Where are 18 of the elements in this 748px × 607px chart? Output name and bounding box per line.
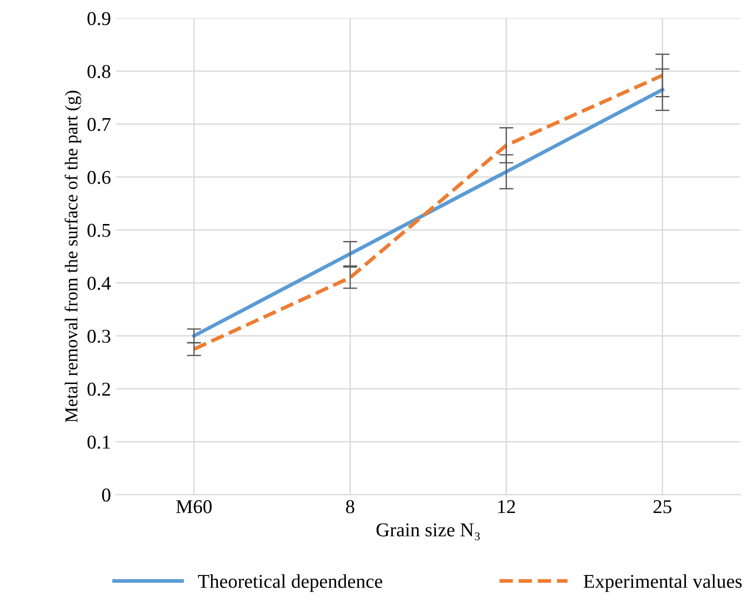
- y-tick-label: 0.9: [88, 12, 110, 26]
- y-tick-label: 0.8: [88, 64, 110, 78]
- x-tick-label: 12: [498, 500, 515, 514]
- y-tick-label: 0.2: [88, 382, 110, 396]
- x-tick-label: M60: [176, 500, 212, 514]
- legend-label: Theoretical dependence: [198, 574, 382, 592]
- x-tick-label: 25: [654, 500, 672, 514]
- y-tick-label: 0.6: [88, 170, 110, 184]
- y-tick-label: 0.3: [88, 330, 110, 343]
- y-tick-label: 0.4: [88, 276, 111, 290]
- x-tick-label: 8: [346, 500, 354, 514]
- y-tick-label: 0: [102, 488, 110, 502]
- y-axis-title: Metal removal from the surface of the part (g): [64, 90, 82, 422]
- x-axis-title: Grain size N₃: [376, 523, 480, 540]
- legend-label: Experimental values: [584, 574, 742, 592]
- y-tick-label: 0.5: [88, 224, 110, 238]
- y-tick-label: 0.1: [88, 436, 110, 449]
- y-tick-label: 0.7: [88, 118, 111, 132]
